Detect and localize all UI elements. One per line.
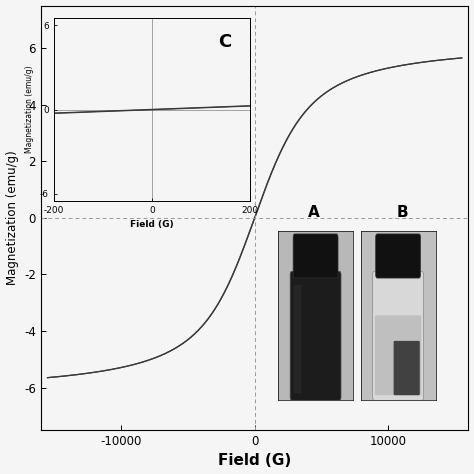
Text: A: A — [308, 205, 319, 220]
Y-axis label: Magnetization (emu/g): Magnetization (emu/g) — [6, 150, 18, 285]
Text: B: B — [396, 205, 408, 220]
X-axis label: Field (G): Field (G) — [218, 454, 291, 468]
